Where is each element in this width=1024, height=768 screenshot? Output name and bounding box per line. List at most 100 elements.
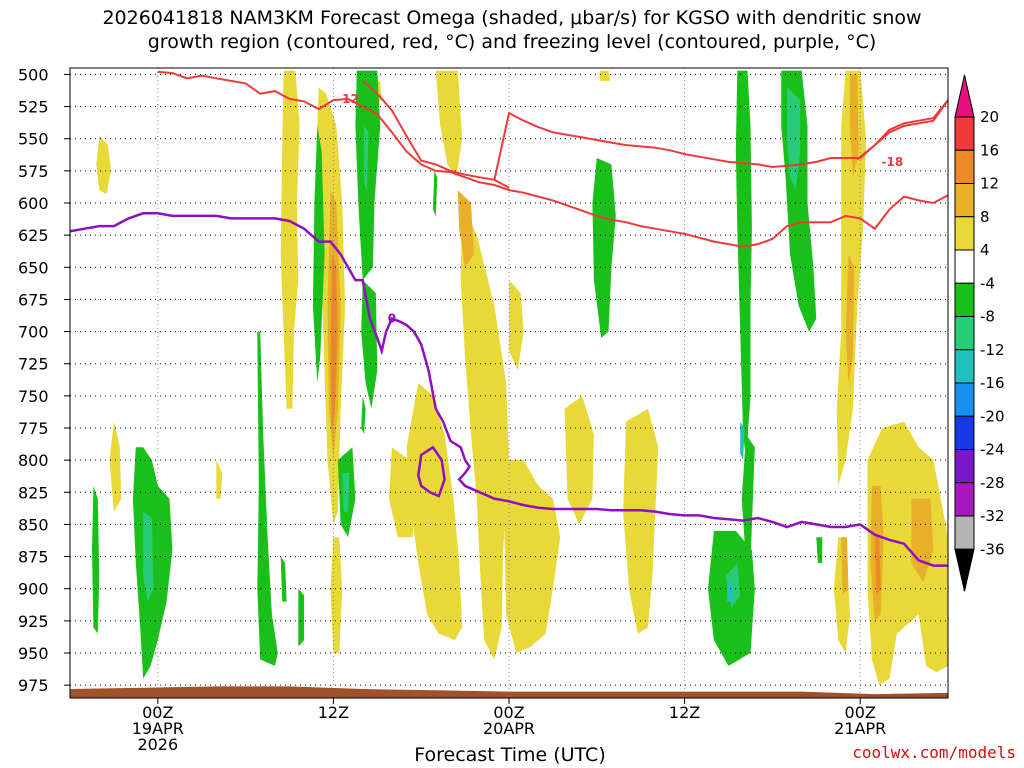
y-tick-label: 900 xyxy=(18,580,49,599)
y-tick-label: 850 xyxy=(18,515,49,534)
colorbar-label: -32 xyxy=(980,507,1005,525)
omega-shading xyxy=(92,70,948,686)
omega-region-pos2 xyxy=(457,190,474,268)
chart-title: 2026041818 NAM3KM Forecast Omega (shaded… xyxy=(0,6,1024,54)
omega-region-neg2 xyxy=(143,511,154,602)
y-tick-label: 875 xyxy=(18,548,49,567)
y-tick-label: 600 xyxy=(18,194,49,213)
y-tick-label: 800 xyxy=(18,451,49,470)
colorbar-label: -36 xyxy=(980,540,1005,558)
contour-labels: -12 -18 0 xyxy=(337,92,903,326)
omega-region-pos2 xyxy=(845,254,855,383)
y-tick-label: 925 xyxy=(18,612,49,631)
y-tick-label: 750 xyxy=(18,387,49,406)
omega-region-neg1 xyxy=(361,280,378,409)
dendritic-contour xyxy=(493,179,510,189)
contours xyxy=(70,70,948,567)
colorbar-swatch xyxy=(954,349,975,384)
omega-region-neg3 xyxy=(727,582,733,602)
colorbar-label: -24 xyxy=(980,441,1005,459)
colorbar-swatch xyxy=(954,482,975,517)
freezing-level-contour xyxy=(70,212,948,567)
terrain-fill xyxy=(70,686,948,698)
omega-region-pos1 xyxy=(280,70,300,409)
x-tick-label: 20APR xyxy=(483,719,535,738)
y-tick-label: 775 xyxy=(18,419,49,438)
x-tick-label: 21APR xyxy=(834,719,886,738)
y-axis: 500 525 550 575 600 625 650 675 700 725 750 775 800 8… xyxy=(18,65,70,695)
colorbar-swatch xyxy=(954,382,975,417)
omega-region-pos1 xyxy=(509,280,524,371)
omega-region-pos1 xyxy=(389,447,416,538)
dendritic-contour xyxy=(157,70,948,248)
y-tick-label: 825 xyxy=(18,483,49,502)
colorbar-bottom-arrow xyxy=(954,548,975,592)
omega-region-neg1 xyxy=(735,70,752,461)
omega-region-neg1 xyxy=(280,556,287,602)
colorbar-label: -28 xyxy=(980,474,1005,492)
colorbar-top-arrow xyxy=(954,74,975,118)
y-tick-label: 950 xyxy=(18,644,49,663)
colorbar-label: -8 xyxy=(980,308,995,326)
colorbar-swatch xyxy=(954,216,975,251)
colorbar-label: -16 xyxy=(980,374,1005,392)
colorbar-label: 16 xyxy=(980,141,999,159)
colorbar-swatch xyxy=(954,183,975,218)
y-tick-label: 675 xyxy=(18,290,49,309)
freezing-level-loop xyxy=(417,445,446,498)
colorbar-label: 20 xyxy=(980,108,999,126)
colorbar-swatch xyxy=(954,515,975,550)
omega-region-pos1 xyxy=(564,395,594,525)
dendritic-contour-label: -12 xyxy=(337,92,359,106)
colorbar-label: -20 xyxy=(980,407,1005,425)
omega-region-neg1 xyxy=(432,170,438,216)
y-tick-label: 575 xyxy=(18,162,49,181)
dendritic-contour xyxy=(856,99,948,161)
colorbar-swatch xyxy=(954,449,975,484)
colorbar-label: 12 xyxy=(980,175,999,193)
omega-region-pos2 xyxy=(841,537,849,596)
y-tick-label: 650 xyxy=(18,258,49,277)
omega-region-neg1 xyxy=(361,395,366,435)
y-tick-label: 500 xyxy=(18,65,49,84)
y-tick-label: 625 xyxy=(18,226,49,245)
omega-region-pos1 xyxy=(216,460,223,499)
x-axis-label: Forecast Time (UTC) xyxy=(414,744,606,766)
colorbar-label: -4 xyxy=(980,274,995,292)
dendritic-contour xyxy=(362,80,948,182)
omega-region-pos1 xyxy=(623,408,659,634)
credit-text: coolwx.com/models xyxy=(852,743,1016,762)
y-tick-label: 525 xyxy=(18,98,49,117)
x-tick-label: 00Z xyxy=(845,703,876,722)
omega-region-pos2 xyxy=(911,498,934,583)
omega-region-neg1 xyxy=(312,125,325,384)
colorbar-swatch xyxy=(954,116,975,151)
colorbar-label: -12 xyxy=(980,341,1005,359)
omega-region-pos1 xyxy=(599,70,610,81)
y-tick-label: 700 xyxy=(18,323,49,342)
omega-region-pos1 xyxy=(435,70,463,178)
omega-region-neg1 xyxy=(257,331,278,666)
colorbar-label: 4 xyxy=(980,241,990,259)
y-tick-label: 550 xyxy=(18,130,49,149)
colorbar-label: 8 xyxy=(980,208,990,226)
colorbar-swatch xyxy=(954,316,975,351)
omega-region-pos1 xyxy=(460,203,509,660)
omega-region-neg1 xyxy=(355,70,381,281)
omega-region-pos1 xyxy=(867,421,948,686)
x-tick-label: 2026 xyxy=(137,735,178,754)
terrain xyxy=(70,686,948,698)
omega-region-neg1 xyxy=(741,434,755,563)
colorbar-swatch xyxy=(954,415,975,450)
omega-region-neg1 xyxy=(92,485,100,634)
omega-region-pos3 xyxy=(874,537,881,596)
y-tick-label: 975 xyxy=(18,676,49,695)
freezing-level-label: 0 xyxy=(388,312,396,326)
omega-region-neg1 xyxy=(298,588,305,647)
omega-region-neg2 xyxy=(364,125,369,191)
y-tick-label: 725 xyxy=(18,355,49,374)
omega-region-neg3 xyxy=(740,421,745,461)
title-line-2: growth region (contoured, red, °C) and f… xyxy=(147,31,877,53)
